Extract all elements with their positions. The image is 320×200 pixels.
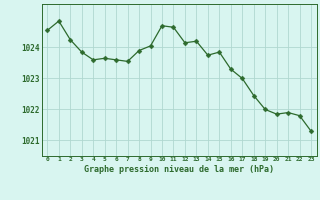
X-axis label: Graphe pression niveau de la mer (hPa): Graphe pression niveau de la mer (hPa): [84, 165, 274, 174]
